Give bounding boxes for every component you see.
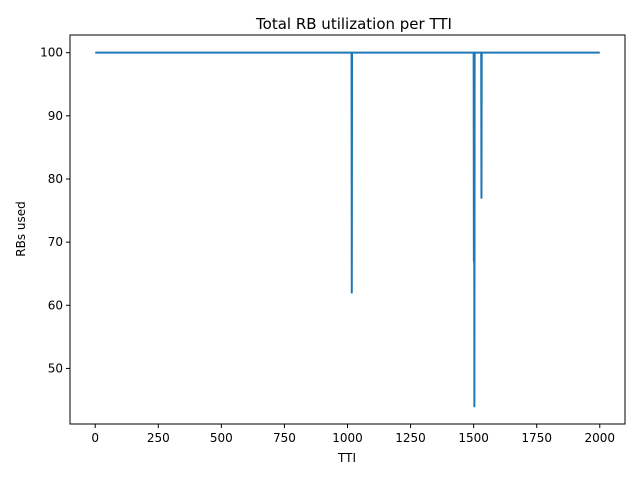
- x-tick-label: 1750: [521, 431, 552, 445]
- y-tick-label: 80: [48, 172, 63, 186]
- x-tick-label: 0: [91, 431, 99, 445]
- y-tick-label: 50: [48, 361, 63, 375]
- x-tick-label: 500: [210, 431, 233, 445]
- y-tick-label: 100: [40, 46, 63, 60]
- x-axis-label: TTI: [337, 451, 356, 465]
- y-axis-label: RBs used: [14, 201, 28, 257]
- plot-area: [95, 51, 600, 408]
- x-tick-label: 250: [147, 431, 170, 445]
- axis-ticks: 0 250 500 750 1000 1250 1500 1750 2000 50 60 70 80 90…: [40, 46, 615, 445]
- y-tick-label: 70: [48, 235, 63, 249]
- series-line-0: [95, 51, 600, 408]
- chart-title: Total RB utilization per TTI: [255, 15, 452, 33]
- x-tick-label: 1250: [395, 431, 426, 445]
- x-tick-label: 1000: [332, 431, 363, 445]
- x-tick-label: 750: [273, 431, 296, 445]
- x-tick-label: 2000: [584, 431, 615, 445]
- plot-frame: [69, 34, 626, 425]
- y-tick-label: 90: [48, 109, 63, 123]
- x-tick-label: 1500: [458, 431, 489, 445]
- y-tick-label: 60: [48, 298, 63, 312]
